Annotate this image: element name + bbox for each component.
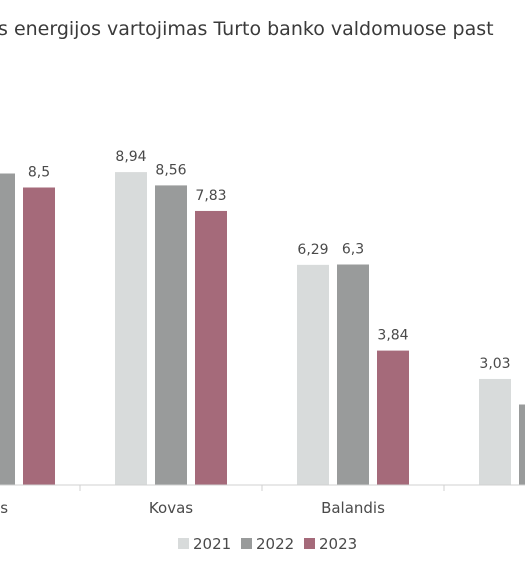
data-label: 3,84	[377, 328, 408, 344]
data-label: 3,03	[479, 356, 510, 372]
bar-2023-2	[377, 350, 409, 485]
x-tick-label: Balandis	[321, 499, 385, 517]
bar-2021-1	[115, 172, 147, 485]
bar-2023-0	[23, 187, 55, 485]
bar-2022-3	[519, 404, 525, 485]
bar-2021-2	[297, 264, 329, 485]
x-tick-label: Kovas	[149, 499, 193, 517]
legend-label-2021: 2021	[193, 535, 231, 553]
chart-title: s energijos vartojimas Turto banko valdo…	[0, 18, 494, 40]
data-label: 8,56	[155, 162, 186, 178]
bar-2022-0	[0, 173, 15, 485]
bar-2022-1	[155, 185, 187, 485]
bar-2022-2	[337, 264, 369, 485]
bar-2023-1	[195, 210, 227, 485]
data-label: 8,94	[115, 149, 146, 165]
bar-2021-3	[479, 378, 511, 485]
legend-swatch-2022	[241, 538, 252, 549]
legend-swatch-2023	[304, 538, 315, 549]
x-tick-label: ris	[0, 499, 8, 517]
data-label: 8,5	[28, 165, 50, 181]
data-label: 6,3	[342, 242, 364, 258]
legend-label-2022: 2022	[256, 535, 294, 553]
legend-swatch-2021	[178, 538, 189, 549]
legend-label-2023: 2023	[319, 535, 357, 553]
data-label: 7,83	[195, 188, 226, 204]
data-label: 6,29	[297, 242, 328, 258]
